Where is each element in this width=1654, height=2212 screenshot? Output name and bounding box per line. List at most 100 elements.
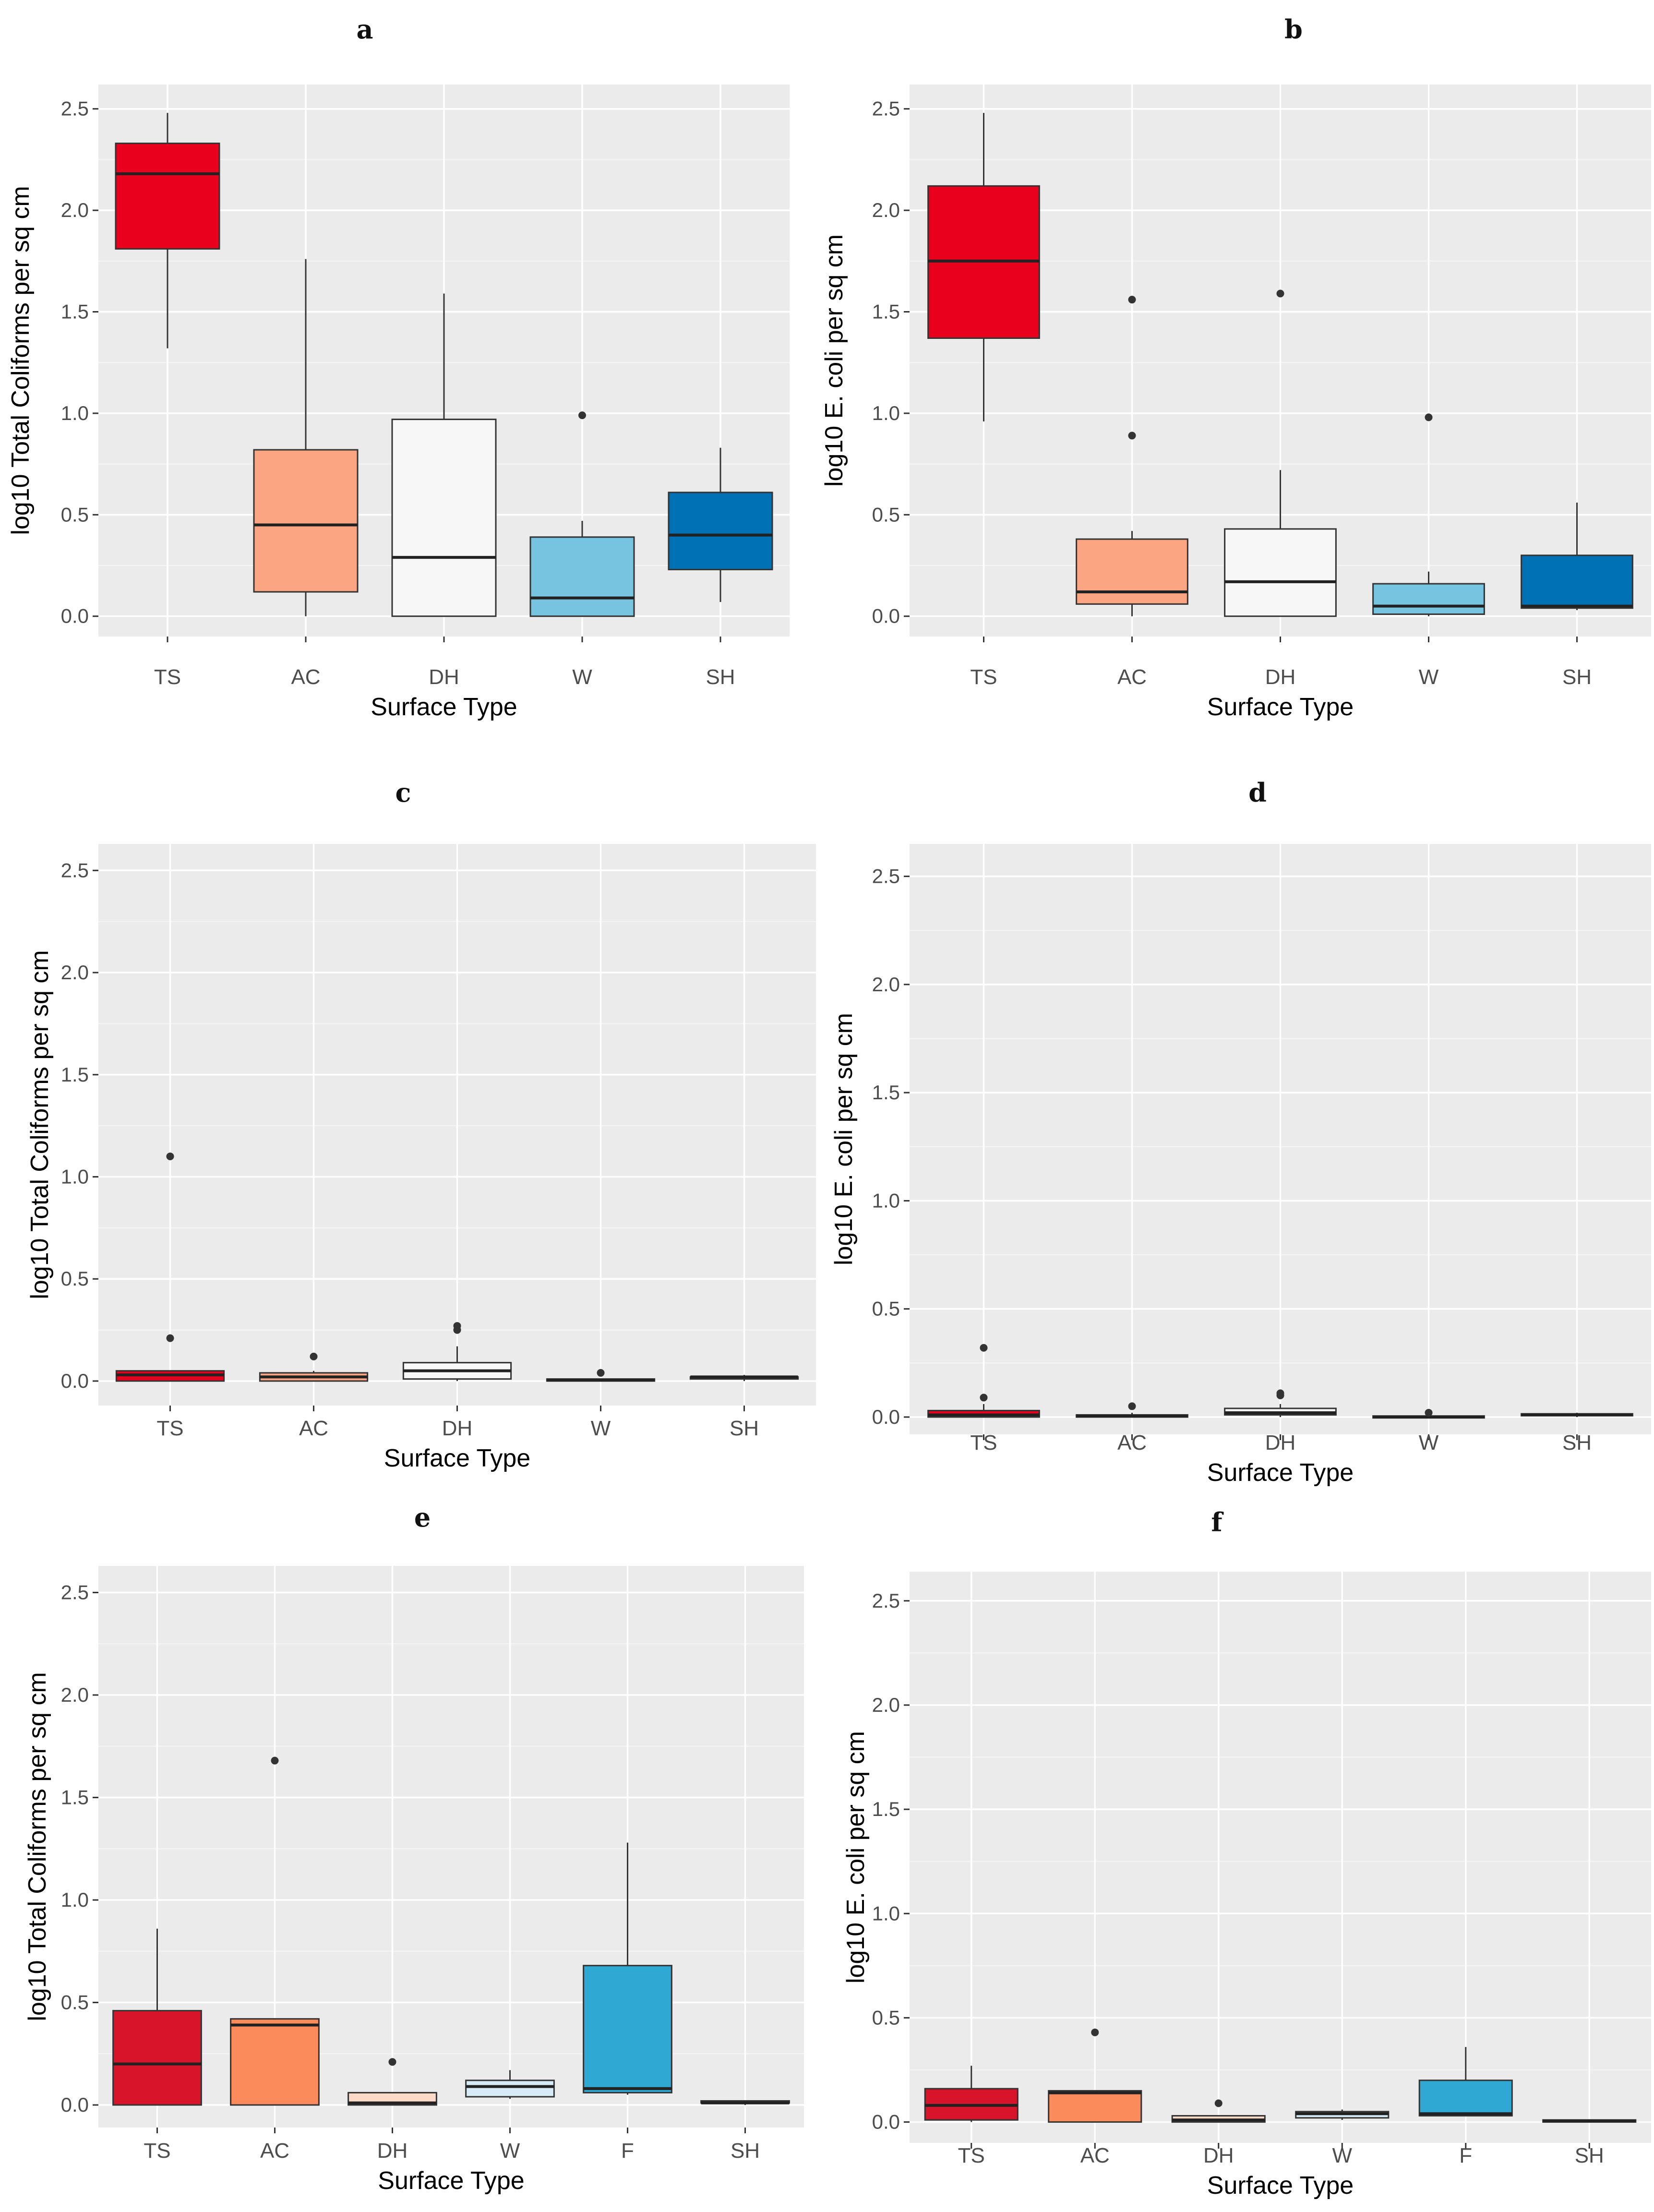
y-tick-label: 1.5: [61, 1786, 89, 1809]
box-SH: [700, 2100, 790, 2105]
x-tick-label: DH: [429, 665, 459, 689]
chart-panel-e: e 0.0 0.5 1.0 1.5 2.0 2.5 TS AC DH W F SH Surface Typ…: [24, 1502, 804, 2195]
x-tick-label: F: [621, 2139, 634, 2163]
y-tick-label: 2.0: [61, 1683, 89, 1706]
outlier-point: [980, 1394, 988, 1402]
y-tick-label: 0.5: [61, 1267, 89, 1290]
box-body: [115, 143, 220, 250]
outlier-point: [578, 411, 586, 420]
outlier-point: [166, 1152, 174, 1160]
box-AC: [230, 1756, 320, 2106]
box-body: [112, 2010, 202, 2106]
y-tick-label: 0.5: [61, 1991, 89, 2014]
x-tick-label: F: [1459, 2144, 1472, 2167]
box-SH: [1542, 2119, 1637, 2123]
x-axis-title: Surface Type: [378, 2167, 524, 2195]
x-tick-label: TS: [144, 2139, 170, 2163]
panel-label: d: [1248, 777, 1267, 808]
box-W: [546, 1369, 656, 1382]
y-axis-title: log10 E. coli per sq cm: [830, 1013, 858, 1265]
plot-background: [910, 1572, 1651, 2143]
box-W: [1372, 413, 1485, 616]
x-tick-label: SH: [1562, 665, 1592, 689]
panel-label: f: [1211, 1507, 1224, 1538]
box-W: [465, 2070, 555, 2099]
outlier-point: [1128, 432, 1136, 440]
box-AC: [259, 1352, 369, 1382]
outlier-point: [597, 1369, 605, 1377]
y-axis-title: log10 E. coli per sq cm: [820, 234, 848, 487]
outlier-point: [1214, 2099, 1223, 2107]
y-tick-label: 2.5: [872, 97, 900, 120]
box-W: [1295, 2109, 1390, 2120]
y-tick-label: 2.5: [61, 859, 89, 881]
x-tick-label: W: [572, 665, 592, 689]
box-DH: [402, 1322, 512, 1381]
x-tick-label: TS: [156, 1417, 183, 1440]
y-tick-label: 0.0: [872, 2111, 900, 2133]
box-AC: [1076, 296, 1188, 616]
y-tick-label: 2.0: [61, 961, 89, 984]
x-tick-label: SH: [1562, 1431, 1592, 1455]
panel-label: a: [357, 14, 373, 45]
outlier-point: [980, 1344, 988, 1352]
x-axis-title: Surface Type: [1207, 693, 1354, 721]
y-tick-label: 0.5: [61, 503, 89, 526]
box-body: [668, 492, 773, 570]
outlier-point: [1128, 296, 1136, 304]
x-tick-label: SH: [1575, 2144, 1604, 2167]
y-tick-label: 0.0: [61, 2093, 89, 2116]
box-TS: [112, 1928, 202, 2106]
x-tick-label: DH: [377, 2139, 408, 2163]
outlier-point: [166, 1334, 174, 1342]
outlier-point: [1276, 1389, 1284, 1397]
y-tick-label: 0.0: [872, 605, 900, 627]
box-body: [1521, 554, 1633, 609]
box-W: [529, 411, 635, 617]
chart-panel-c: c 0.0 0.5 1.0 1.5 2.0 2.5 TS AC DH W SH Surface Type…: [26, 777, 816, 1472]
outlier-point: [1091, 2028, 1099, 2036]
outlier-point: [310, 1352, 318, 1360]
y-tick-label: 2.0: [872, 1694, 900, 1716]
y-tick-label: 1.5: [872, 1081, 900, 1104]
box-body: [465, 2080, 555, 2098]
box-body: [1372, 583, 1485, 615]
x-tick-label: AC: [260, 2139, 289, 2163]
chart-panel-b: b 0.0 0.5 1.0 1.5 2.0 2.5 TS AC DH W SH Surface Type…: [820, 14, 1651, 721]
y-tick-label: 1.5: [61, 1063, 89, 1086]
x-tick-label: W: [1419, 1431, 1439, 1455]
outlier-point: [1425, 413, 1433, 421]
panel-label: c: [396, 777, 411, 808]
x-tick-label: AC: [1117, 665, 1147, 689]
box-body: [1418, 2080, 1513, 2117]
y-tick-label: 0.5: [872, 1298, 900, 1320]
box-F: [1418, 2047, 1513, 2117]
y-tick-label: 1.5: [872, 1798, 900, 1820]
box-TS: [115, 113, 220, 349]
box-body: [529, 536, 635, 617]
box-DH: [1171, 2099, 1266, 2123]
box-TS: [927, 1344, 1040, 1418]
chart-panel-f: f 0.0 0.5 1.0 1.5 2.0 2.5 TS AC DH W F SH Surface Typ…: [842, 1507, 1651, 2200]
x-axis-title: Surface Type: [1207, 1459, 1354, 1487]
box-AC: [253, 259, 359, 616]
y-tick-label: 1.0: [872, 402, 900, 424]
box-DH: [1224, 289, 1337, 617]
box-SH: [1521, 1412, 1633, 1417]
box-DH: [348, 2058, 437, 2106]
box-DH: [1224, 1389, 1337, 1417]
y-axis-title: log10 Total Coliforms per sq cm: [26, 950, 54, 1299]
x-tick-label: AC: [299, 1417, 328, 1440]
box-F: [583, 1842, 672, 2095]
x-axis-title: Surface Type: [1207, 2172, 1354, 2200]
x-tick-label: W: [1332, 2144, 1352, 2167]
y-axis-title: log10 Total Coliforms per sq cm: [7, 186, 35, 535]
x-tick-label: DH: [1265, 1431, 1296, 1455]
x-tick-label: DH: [1265, 665, 1296, 689]
box-TS: [924, 2066, 1019, 2122]
y-tick-label: 1.0: [872, 1189, 900, 1212]
box-body: [391, 419, 497, 617]
x-tick-label: TS: [154, 665, 181, 689]
chart-panel-d: d 0.0 0.5 1.0 1.5 2.0 2.5 TS AC DH W SH Surface Type…: [830, 777, 1651, 1487]
